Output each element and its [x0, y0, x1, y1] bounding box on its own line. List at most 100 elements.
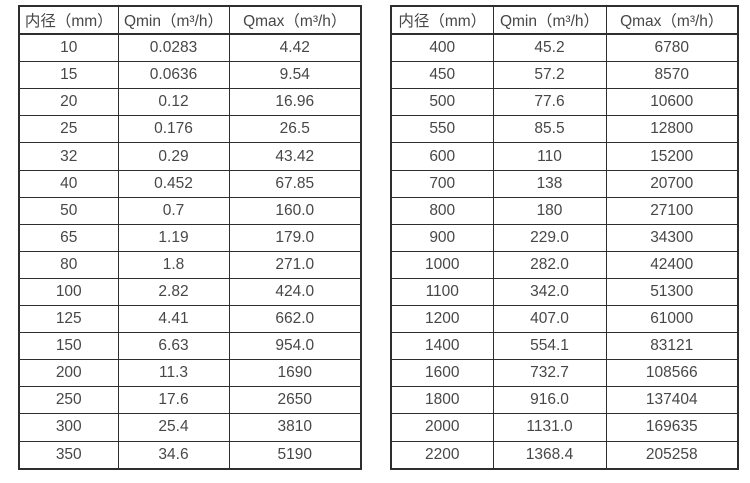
cell-qmin: 0.0636 — [117, 61, 230, 90]
cell-diameter: 1000 — [390, 250, 494, 279]
cell-diameter: 100 — [18, 277, 119, 307]
cell-qmax: 42400 — [605, 250, 739, 279]
table-row: 50 0.7 160.0 — [18, 196, 362, 225]
cell-qmin: 2.82 — [117, 277, 230, 307]
table-body: 10 0.0283 4.42 15 0.0636 9.54 20 0.12 16.96 25 0.1… — [18, 33, 362, 470]
table-row: 350 34.6 5190 — [18, 440, 362, 470]
cell-qmax: 26.5 — [228, 115, 362, 144]
cell-qmin: 77.6 — [492, 88, 607, 117]
cell-diameter: 1800 — [390, 386, 494, 415]
table-row: 1600 732.7 108566 — [390, 359, 739, 388]
cell-qmin: 4.41 — [117, 305, 230, 334]
cell-qmin: 45.2 — [492, 33, 607, 63]
cell-diameter: 550 — [390, 115, 494, 144]
cell-qmin: 916.0 — [492, 386, 607, 415]
cell-diameter: 1200 — [390, 305, 494, 334]
cell-diameter: 250 — [18, 386, 119, 415]
cell-qmax: 5190 — [228, 440, 362, 470]
cell-qmax: 271.0 — [228, 250, 362, 279]
table-row: 32 0.29 43.42 — [18, 142, 362, 171]
table-row: 2200 1368.4 205258 — [390, 440, 739, 470]
cell-qmax: 6780 — [605, 33, 739, 63]
table-row: 450 57.2 8570 — [390, 61, 739, 90]
cell-diameter: 500 — [390, 88, 494, 117]
cell-diameter: 150 — [18, 332, 119, 361]
cell-diameter: 20 — [18, 88, 119, 117]
cell-qmin: 11.3 — [117, 359, 230, 388]
table-row: 250 17.6 2650 — [18, 386, 362, 415]
cell-qmin: 0.7 — [117, 196, 230, 225]
qmin-column-header: Qmin（m³/h） — [117, 5, 230, 36]
cell-qmax: 954.0 — [228, 332, 362, 361]
cell-qmin: 1.8 — [117, 250, 230, 279]
cell-qmin: 138 — [492, 169, 607, 198]
table-row: 1100 342.0 51300 — [390, 277, 739, 307]
cell-qmin: 110 — [492, 142, 607, 171]
table-body: 400 45.2 6780 450 57.2 8570 500 77.6 10600 550 85.… — [390, 33, 739, 470]
cell-qmin: 342.0 — [492, 277, 607, 307]
cell-qmax: 10600 — [605, 88, 739, 117]
table-row: 10 0.0283 4.42 — [18, 33, 362, 63]
cell-diameter: 50 — [18, 196, 119, 225]
table-row: 1800 916.0 137404 — [390, 386, 739, 415]
cell-diameter: 1600 — [390, 359, 494, 388]
cell-qmax: 27100 — [605, 196, 739, 225]
table-row: 1400 554.1 83121 — [390, 332, 739, 361]
table-row: 550 85.5 12800 — [390, 115, 739, 144]
cell-qmax: 179.0 — [228, 223, 362, 252]
table-header-row: 内径（mm） Qmin（m³/h） Qmax（m³/h） — [18, 5, 362, 36]
cell-qmax: 137404 — [605, 386, 739, 415]
cell-qmax: 2650 — [228, 386, 362, 415]
table-row: 800 180 27100 — [390, 196, 739, 225]
cell-diameter: 450 — [390, 61, 494, 90]
cell-qmin: 34.6 — [117, 440, 230, 470]
cell-diameter: 15 — [18, 61, 119, 90]
cell-qmax: 3810 — [228, 413, 362, 442]
cell-qmax: 34300 — [605, 223, 739, 252]
cell-qmax: 61000 — [605, 305, 739, 334]
table-row: 900 229.0 34300 — [390, 223, 739, 252]
table-row: 1000 282.0 42400 — [390, 250, 739, 279]
cell-qmin: 85.5 — [492, 115, 607, 144]
cell-diameter: 2200 — [390, 440, 494, 470]
cell-qmin: 6.63 — [117, 332, 230, 361]
qmax-column-header: Qmax（m³/h） — [228, 5, 362, 36]
cell-diameter: 80 — [18, 250, 119, 279]
table-row: 1200 407.0 61000 — [390, 305, 739, 334]
cell-diameter: 40 — [18, 169, 119, 198]
cell-diameter: 900 — [390, 223, 494, 252]
cell-diameter: 32 — [18, 142, 119, 171]
cell-qmax: 51300 — [605, 277, 739, 307]
cell-diameter: 25 — [18, 115, 119, 144]
table-row: 300 25.4 3810 — [18, 413, 362, 442]
table-row: 20 0.12 16.96 — [18, 88, 362, 117]
table-row: 25 0.176 26.5 — [18, 115, 362, 144]
cell-qmin: 0.176 — [117, 115, 230, 144]
table-row: 150 6.63 954.0 — [18, 332, 362, 361]
cell-diameter: 350 — [18, 440, 119, 470]
cell-qmax: 8570 — [605, 61, 739, 90]
cell-qmin: 1131.0 — [492, 413, 607, 442]
table-row: 400 45.2 6780 — [390, 33, 739, 63]
cell-qmax: 20700 — [605, 169, 739, 198]
cell-qmax: 9.54 — [228, 61, 362, 90]
cell-qmin: 732.7 — [492, 359, 607, 388]
cell-qmin: 282.0 — [492, 250, 607, 279]
cell-qmax: 12800 — [605, 115, 739, 144]
cell-diameter: 200 — [18, 359, 119, 388]
cell-diameter: 700 — [390, 169, 494, 198]
table-row: 40 0.452 67.85 — [18, 169, 362, 198]
table-row: 700 138 20700 — [390, 169, 739, 198]
cell-qmax: 108566 — [605, 359, 739, 388]
table-row: 65 1.19 179.0 — [18, 223, 362, 252]
cell-qmin: 0.12 — [117, 88, 230, 117]
cell-qmin: 57.2 — [492, 61, 607, 90]
cell-qmin: 1368.4 — [492, 440, 607, 470]
cell-qmax: 160.0 — [228, 196, 362, 225]
cell-qmin: 0.452 — [117, 169, 230, 198]
cell-qmax: 16.96 — [228, 88, 362, 117]
cell-qmin: 17.6 — [117, 386, 230, 415]
cell-diameter: 2000 — [390, 413, 494, 442]
cell-qmin: 229.0 — [492, 223, 607, 252]
cell-qmin: 1.19 — [117, 223, 230, 252]
